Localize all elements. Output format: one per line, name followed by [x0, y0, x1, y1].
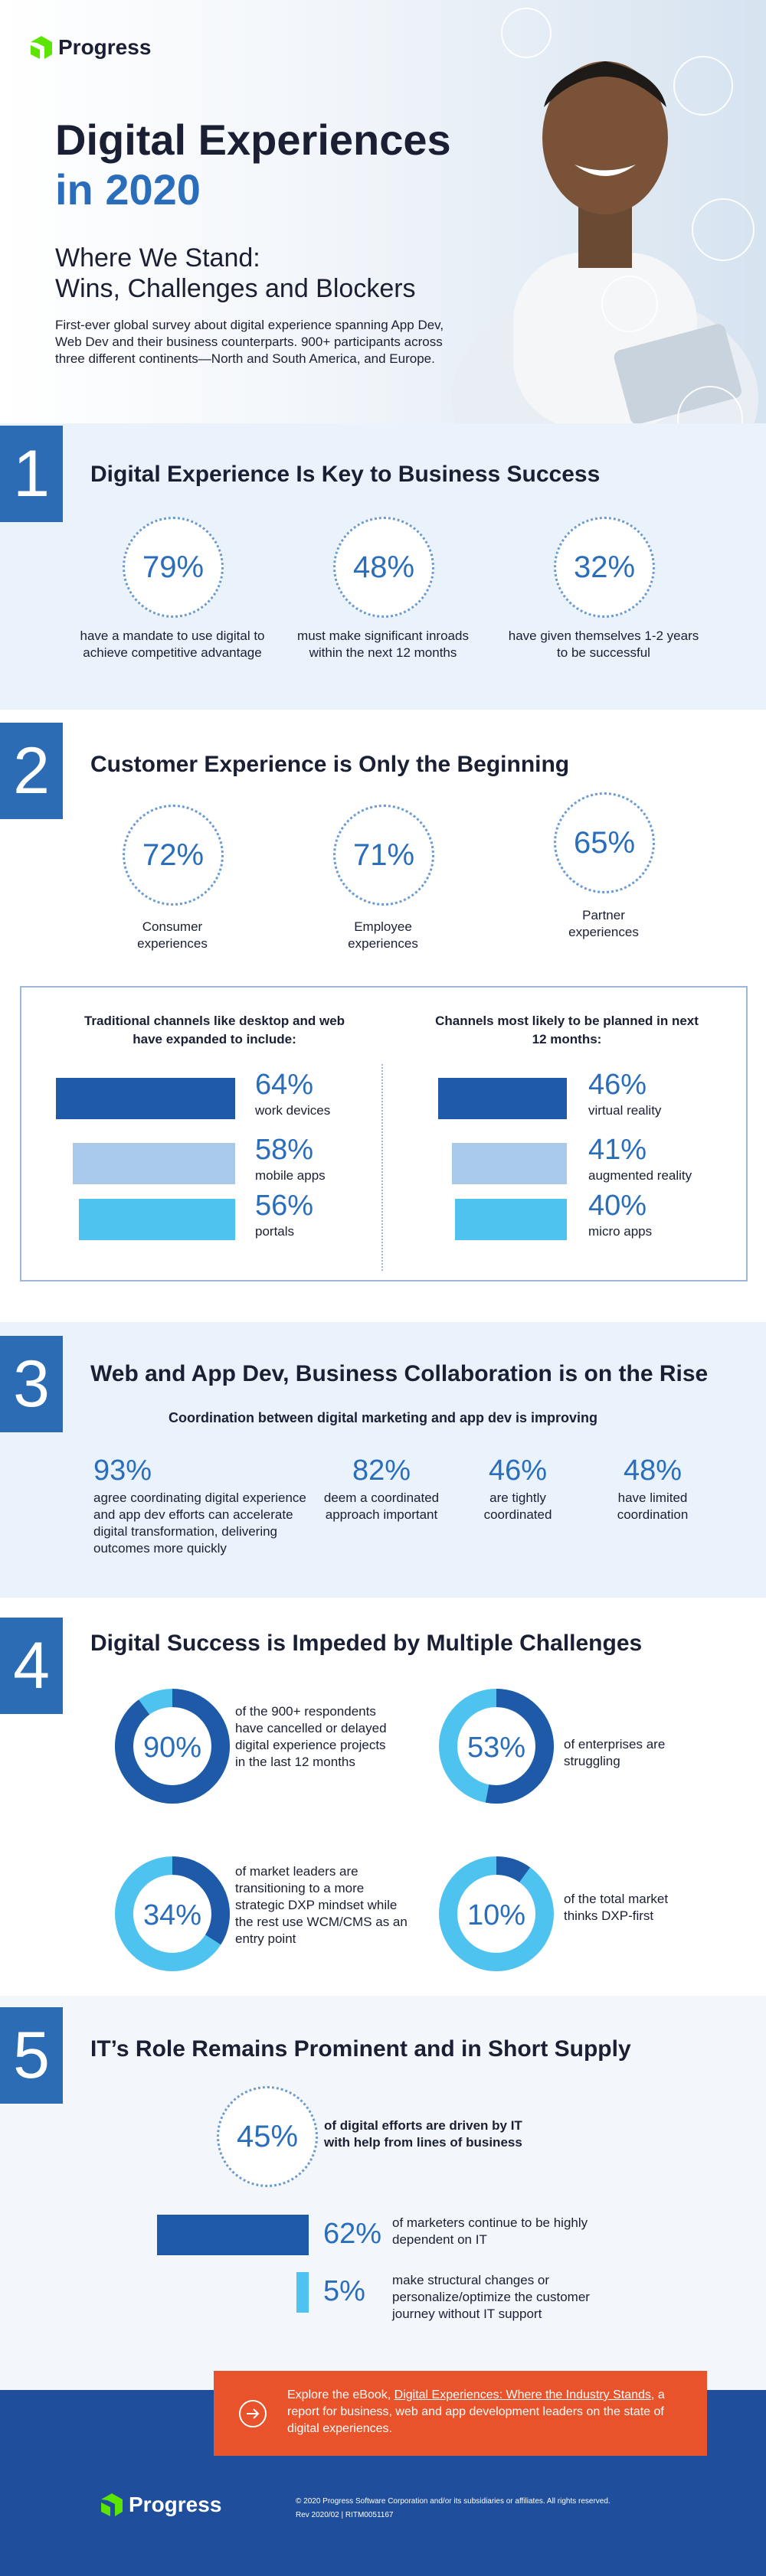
bar-value: 40% — [588, 1190, 647, 1222]
bar-label: of marketers continue to be highly depen… — [392, 2215, 588, 2247]
stat-caption: have a mandate to use digital to achieve… — [80, 628, 265, 660]
bar-label: virtual reality — [588, 1103, 662, 1118]
stat-text: have limited coordination — [617, 1490, 689, 1522]
bar — [73, 1143, 235, 1184]
section-heading: Web and App Dev, Business Collaboration … — [90, 1361, 709, 1386]
stat-value: 46% — [488, 1455, 548, 1487]
section-bg — [0, 1996, 766, 2394]
stat-text: are tightly coordinated — [483, 1490, 552, 1522]
description: First-ever global survey about digital e… — [55, 318, 444, 366]
section-heading: Digital Success is Impeded by Multiple C… — [90, 1631, 643, 1656]
logo-text: Progress — [58, 35, 152, 59]
bar — [78, 1199, 235, 1240]
cta-link[interactable]: Digital Experiences: Where the Industry … — [394, 2388, 651, 2401]
stat-circle: 71% — [333, 805, 434, 906]
bar — [455, 1199, 567, 1240]
stat-value: 93% — [93, 1455, 152, 1487]
bar-value: 64% — [255, 1069, 314, 1101]
section-number: 1 — [0, 426, 63, 522]
bar-label: work devices — [255, 1103, 331, 1118]
cta-arrow[interactable] — [237, 2398, 268, 2429]
donut-text: of the 900+ respondents have cancelled o… — [235, 1704, 387, 1769]
section-number: 4 — [0, 1618, 63, 1714]
bar-label: portals — [255, 1224, 295, 1239]
section-heading: Customer Experience is Only the Beginnin… — [90, 752, 570, 777]
copyright: © 2020 Progress Software Corporation and… — [296, 2497, 611, 2506]
subtitle: Wins, Challenges and Blockers — [55, 274, 416, 303]
stat-value: 48% — [623, 1455, 683, 1487]
footer-logo: Progress — [98, 2492, 221, 2518]
subheading: Coordination between digital marketing a… — [168, 1410, 598, 1425]
bar — [452, 1143, 567, 1184]
stat-caption: must make significant inroads within the… — [297, 628, 469, 660]
bar-label: micro apps — [588, 1224, 653, 1239]
donut-label: 90% — [143, 1732, 201, 1764]
section-heading: Digital Experience Is Key to Business Su… — [90, 462, 601, 487]
donut-label: 53% — [467, 1732, 525, 1764]
stat-circle: 48% — [333, 517, 434, 618]
cta-rest: , a report for business, web and app dev… — [287, 2388, 665, 2435]
panel-divider — [381, 1064, 383, 1271]
section-number: 5 — [0, 2007, 63, 2104]
donut-label: 34% — [143, 1899, 201, 1931]
stat-text: agree coordinating digital experience an… — [93, 1490, 306, 1556]
stat-circle: 45% — [217, 2086, 318, 2187]
highlight-text: of digital efforts are driven by IT with… — [324, 2118, 522, 2150]
bar — [438, 1078, 567, 1119]
donut-arc — [439, 1689, 554, 1804]
stat-circle: 65% — [554, 792, 655, 893]
stat-caption: Partner experiences — [568, 908, 639, 939]
bar-value: 41% — [588, 1134, 647, 1166]
stat-circle: 79% — [123, 517, 224, 618]
bar-label: make structural changes or personalize/o… — [392, 2273, 590, 2321]
panel-title: Channels most likely to be planned in ne… — [435, 1014, 699, 1046]
bar-value: 46% — [588, 1069, 647, 1101]
logo-icon — [31, 36, 52, 59]
subtitle: Where We Stand: — [55, 243, 260, 273]
cta-lead: Explore the eBook, — [287, 2388, 394, 2401]
section-number: 3 — [0, 1336, 63, 1432]
panel-title: Traditional channels like desktop and we… — [83, 1014, 345, 1046]
donut-text: of enterprises are struggling — [564, 1737, 666, 1768]
logo-text: Progress — [129, 2493, 222, 2516]
bar-label: augmented reality — [588, 1168, 692, 1183]
donut-label: 10% — [467, 1899, 525, 1931]
donut-group: 90% 53% 34% 10% — [115, 1689, 554, 1971]
revision: Rev 2020/02 | RITM0051167 — [296, 2511, 394, 2519]
stat-caption: Consumer experiences — [137, 919, 208, 951]
cta-text: Explore the eBook, Digital Experiences: … — [287, 2387, 686, 2437]
title: Digital Experiences — [55, 116, 451, 164]
stat-circle: 32% — [554, 517, 655, 618]
bar — [156, 2215, 309, 2255]
bar-value: 58% — [255, 1134, 314, 1166]
bar — [56, 1078, 235, 1119]
panel-frame — [20, 986, 748, 1281]
logo: Progress — [28, 34, 151, 60]
stat-caption: Employee experiences — [348, 919, 418, 951]
bar-value: 56% — [255, 1190, 314, 1222]
section-heading: IT’s Role Remains Prominent and in Short… — [90, 2036, 631, 2062]
donut-arc — [439, 1856, 554, 1971]
bar-label: mobile apps — [255, 1168, 326, 1183]
section-bg — [0, 1322, 766, 1598]
donut-arc — [115, 1856, 230, 1971]
bar-value: 5% — [323, 2275, 365, 2307]
stat-circle: 72% — [123, 805, 224, 906]
header-photo — [452, 8, 758, 423]
stat-caption: have given themselves 1-2 years to be su… — [508, 628, 699, 660]
stat-value: 82% — [352, 1455, 411, 1487]
section-number: 2 — [0, 723, 63, 819]
stat-text: deem a coordinated approach important — [323, 1490, 440, 1522]
donut-text: of the total market thinks DXP-first — [564, 1892, 669, 1923]
logo-icon — [101, 2493, 123, 2516]
bar — [296, 2272, 309, 2313]
bar-value: 62% — [323, 2218, 382, 2250]
cta-box[interactable] — [214, 2371, 707, 2456]
donut-text: of market leaders are transitioning to a… — [235, 1864, 408, 1946]
title: in 2020 — [55, 165, 201, 214]
donut-arc — [115, 1689, 230, 1804]
